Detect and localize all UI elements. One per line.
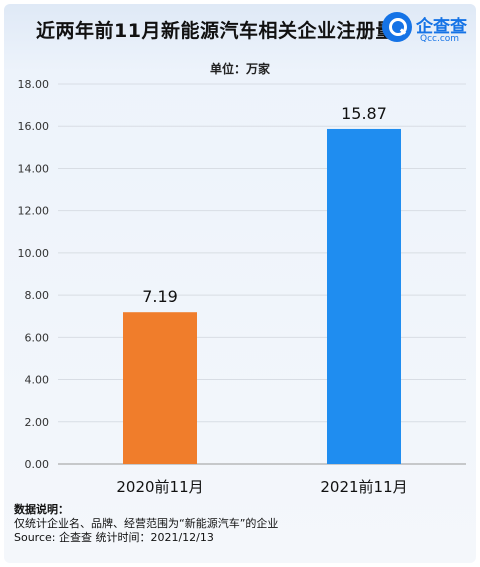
chart-title: 近两年前11月新能源汽车相关企业注册量 [36, 20, 395, 42]
y-tick-label: 2.00 [25, 416, 50, 429]
footnote: 数据说明： 仅统计企业名、品牌、经营范围为“新能源汽车”的企业 Source: … [14, 503, 278, 545]
bar [327, 128, 401, 464]
y-tick-label: 10.00 [18, 247, 50, 260]
y-tick-label: 16.00 [18, 120, 50, 133]
brand-logo: 企查查 Qcc.com [382, 10, 474, 48]
y-tick-label: 0.00 [25, 458, 50, 471]
footnote-heading: 数据说明： [14, 503, 69, 516]
x-tick-label: 2021前11月 [320, 478, 407, 496]
footnote-line-2: Source: 企查查 统计时间：2021/12/13 [14, 531, 214, 544]
y-tick-label: 4.00 [25, 374, 50, 387]
y-tick-label: 6.00 [25, 331, 50, 344]
search-q-icon [382, 12, 412, 42]
data-label: 7.19 [142, 287, 178, 306]
x-tick-label: 2020前11月 [116, 478, 203, 496]
y-tick-label: 14.00 [18, 162, 50, 175]
brand-name-en: Qcc.com [420, 34, 460, 44]
bar [123, 312, 197, 464]
y-tick-label: 8.00 [25, 289, 50, 302]
footnote-line-1: 仅统计企业名、品牌、经营范围为“新能源汽车”的企业 [14, 517, 279, 530]
data-label: 15.87 [341, 104, 387, 123]
y-tick-label: 18.00 [18, 78, 50, 91]
y-tick-label: 12.00 [18, 205, 50, 218]
brand-name-cn: 企查查 [416, 17, 467, 37]
unit-label: 单位：万家 [209, 62, 270, 76]
